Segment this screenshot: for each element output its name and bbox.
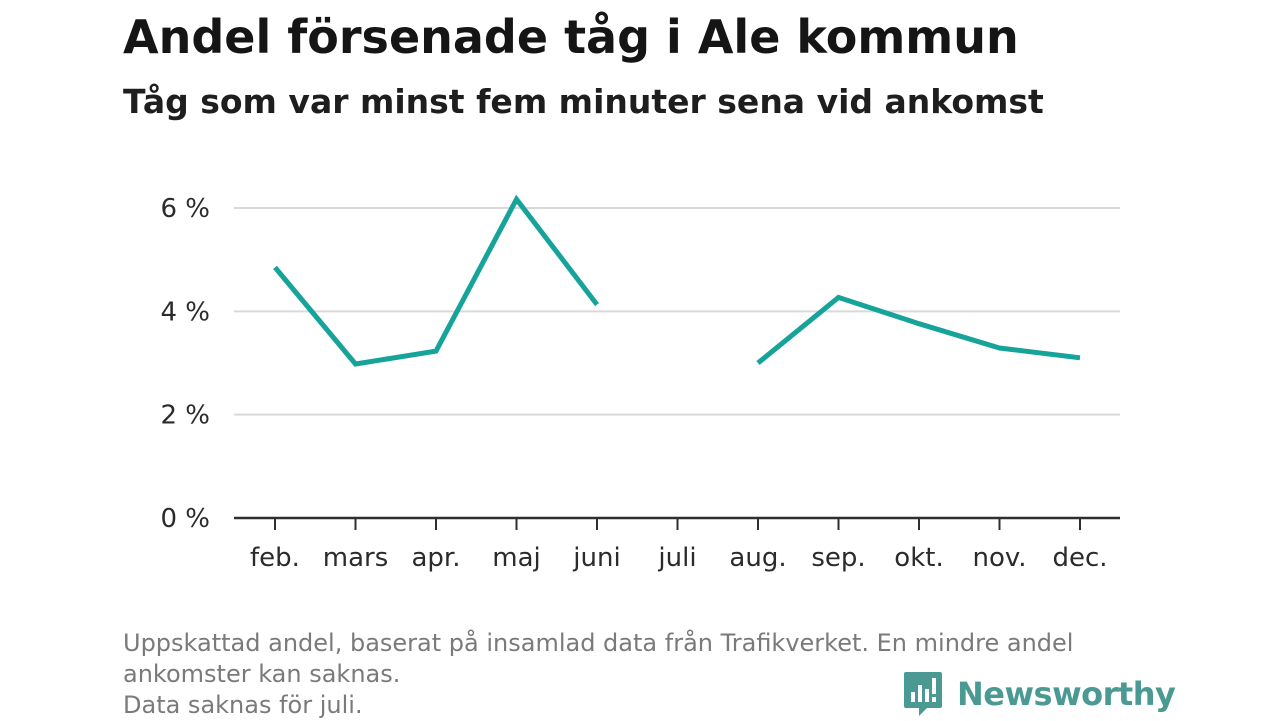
x-tick-label: okt. [894, 543, 943, 573]
x-tick-label: mars [323, 543, 389, 573]
brand-name: Newsworthy [957, 675, 1175, 713]
x-tick-label: apr. [411, 543, 460, 573]
x-tick-label: juli [657, 543, 696, 573]
x-tick-label: nov. [972, 543, 1026, 573]
x-tick-label: aug. [729, 543, 786, 573]
brand-logo: Newsworthy [903, 670, 1175, 718]
grid-lines [234, 208, 1120, 415]
y-tick-label: 0 % [160, 504, 210, 534]
x-tick-label: juni [572, 543, 620, 573]
x-tick-label: dec. [1052, 543, 1107, 573]
series-line [275, 199, 597, 364]
newsworthy-logo-icon [903, 670, 943, 718]
y-axis-tick-labels: 0 % 2 % 4 % 6 % [160, 194, 210, 534]
y-tick-label: 6 % [160, 194, 210, 224]
x-axis-tick-labels: feb. mars apr. maj juni juli aug. sep. okt. nov. d… [250, 543, 1107, 573]
x-axis [234, 518, 1120, 530]
series-lines [275, 199, 1080, 364]
y-tick-label: 2 % [160, 401, 210, 431]
x-tick-label: feb. [250, 543, 300, 573]
footnote-line-1: Uppskattad andel, baserat på insamlad da… [123, 628, 1163, 659]
x-tick-label: sep. [811, 543, 865, 573]
series-line [758, 297, 1080, 363]
x-tick-label: maj [492, 543, 540, 573]
y-tick-label: 4 % [160, 297, 210, 327]
